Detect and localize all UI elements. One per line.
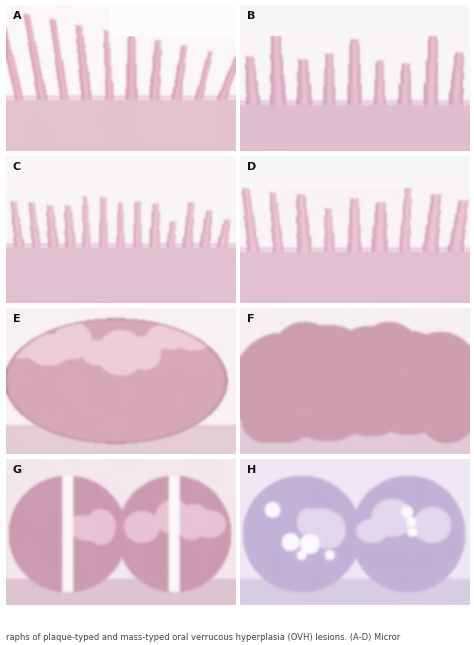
Text: E: E	[13, 313, 20, 324]
Text: D: D	[247, 163, 256, 172]
Text: F: F	[247, 313, 255, 324]
Text: raphs of plaque-typed and mass-typed oral verrucous hyperplasia (OVH) lesions. (: raphs of plaque-typed and mass-typed ora…	[6, 633, 400, 642]
Text: G: G	[13, 465, 22, 475]
Text: B: B	[247, 11, 255, 21]
Text: A: A	[13, 11, 21, 21]
Text: C: C	[13, 163, 21, 172]
Text: H: H	[247, 465, 256, 475]
